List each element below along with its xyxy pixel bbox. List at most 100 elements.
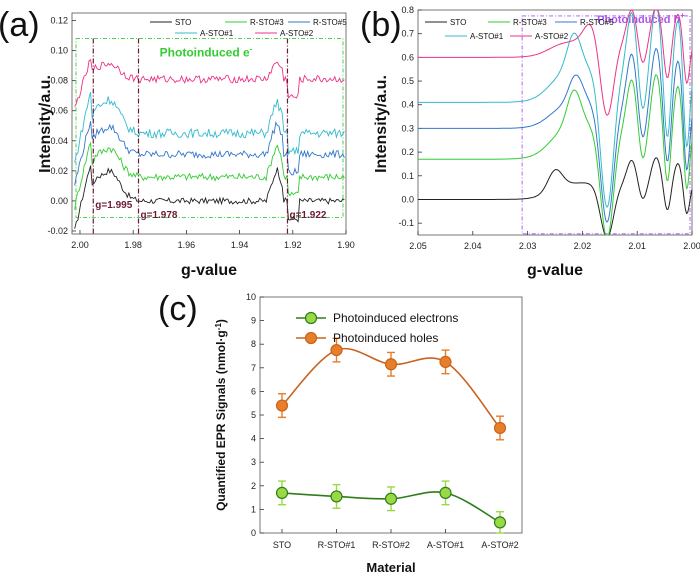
panel-c-xtick-label: STO: [273, 540, 291, 550]
panel-c-ytick-label: 8: [251, 339, 256, 349]
panel-c-legend-label: Photoinduced holes: [333, 331, 438, 345]
panel-b-series-line-R-STO#3: [418, 74, 693, 236]
panel-a-ytick-label: -0.02: [47, 226, 68, 236]
panel-a-ytick-label: 0.02: [50, 166, 68, 176]
panel-b-legend-label: A-STO#2: [535, 32, 569, 41]
panel-b-legend: STO R-STO#3 R-STO#5 A-STO#1 A-STO#2: [425, 18, 614, 41]
panel-b-legend-label: A-STO#1: [470, 32, 504, 41]
panel-a-legend-label: A-STO#1: [200, 29, 234, 38]
panel-a-legend-label: R-STO#5: [313, 18, 347, 27]
panel-a-letter: (a): [0, 6, 40, 44]
panel-b-xlabel: g-value: [527, 262, 583, 279]
panel-a: (a) -0.02 0.00 0.02 0.04 0.06 0.08 0.10 0.12 2.0…: [0, 6, 355, 279]
panel-a-xtick-label: 1.94: [231, 240, 249, 250]
panel-a-annotation-label: g=1.995: [95, 200, 132, 211]
panel-a-series-line-R-STO#3: [74, 141, 345, 210]
panel-b: (b) -0.1 0.0 0.1 0.2 0.3 0.4 0.5 0.6 0.7 0.8 2.05 2…: [360, 5, 700, 279]
panel-b-series-line-STO: [418, 157, 693, 236]
panel-c-point: [275, 486, 289, 499]
panel-a-xtick-label: 1.92: [284, 240, 302, 250]
panel-b-ytick-label: 0.0: [401, 194, 414, 204]
panel-b-series-line-R-STO#5: [418, 48, 693, 223]
panel-a-ytick-label: 0.08: [50, 76, 68, 86]
panel-a-series-line-A-STO#2: [74, 58, 345, 107]
panel-c-legend-marker: [304, 311, 318, 325]
panel-b-ytick-label: 0.3: [401, 123, 414, 133]
panel-a-ytick-label: 0.00: [50, 196, 68, 206]
panel-c-ylabel-main: Quantified EPR Signals (nmol·g: [214, 330, 228, 511]
panel-a-region-box: [75, 38, 344, 218]
panel-b-ytick-label: 0.6: [401, 52, 414, 62]
panel-c-point: [439, 486, 452, 499]
panel-b-series-line-A-STO#2: [418, 9, 693, 116]
panel-c-ylabel: Quantified EPR Signals (nmol·g-1): [214, 319, 228, 511]
panel-c-point: [493, 516, 507, 529]
panel-c-point: [384, 492, 398, 505]
panel-c-ytick-label: 0: [251, 528, 256, 538]
panel-b-xtick-label: 2.03: [519, 241, 537, 251]
panel-b-ytick-label: 0.5: [401, 76, 414, 86]
panel-a-series-line-STO: [74, 165, 345, 229]
panel-b-ytick-label: -0.1: [398, 218, 414, 228]
panel-a-region: Photoinduced e-: [75, 38, 344, 218]
panel-a-xtick-label: 1.96: [178, 240, 196, 250]
panel-b-ytick-label: 0.1: [401, 171, 414, 181]
panel-a-legend-label: A-STO#2: [280, 29, 314, 38]
panel-b-letter: (b): [360, 6, 402, 44]
panel-a-legend: STO R-STO#3 R-STO#5 A-STO#1 A-STO#2: [150, 18, 347, 38]
panel-a-series: [74, 58, 345, 229]
panel-c-xtick-label: A-STO#1: [427, 540, 464, 550]
panel-c-xtick-label: R-STO#1: [318, 540, 356, 550]
panel-a-annotations: g=1.995 g=1.978 g=1.922: [92, 38, 327, 234]
panel-a-xtick-label: 2.00: [71, 240, 89, 250]
panel-a-axes: -0.02 0.00 0.02 0.04 0.06 0.08 0.10 0.12 2.00 1.9…: [47, 16, 354, 250]
panel-a-ylabel: Intensity/a.u.: [37, 75, 54, 173]
panel-b-series: [418, 9, 693, 236]
panel-c-xlabel: Material: [366, 560, 415, 575]
panel-b-series-line-A-STO#1: [418, 9, 693, 208]
panel-a-frame: [71, 12, 347, 235]
panel-c-ytick-label: 4: [251, 434, 256, 444]
panel-a-legend-label: STO: [175, 18, 191, 27]
panel-c-point: [330, 490, 343, 503]
panel-b-region-box: [521, 15, 691, 235]
panel-a-series-line-A-STO#1: [74, 91, 345, 163]
panel-c-xtick-label: A-STO#2: [481, 540, 518, 550]
panel-b-xtick-label: 2.01: [628, 241, 646, 251]
panel-a-region-label: Photoinduced e-: [160, 45, 253, 60]
panel-b-ytick-label: 0.7: [401, 29, 414, 39]
panel-a-ytick-label: 0.04: [50, 136, 68, 146]
panel-a-region-label-main: Photoinduced e: [160, 46, 250, 60]
panel-c-ytick-label: 2: [251, 481, 256, 491]
panel-b-xtick-label: 2.02: [574, 241, 592, 251]
panel-c-series: [275, 337, 507, 534]
panel-c-ytick-label: 9: [251, 316, 256, 326]
panel-c-ytick-label: 10: [246, 292, 256, 302]
panel-a-ytick-label: 0.10: [50, 46, 68, 56]
panel-b-ylabel: Intensity/a.u.: [373, 75, 390, 173]
panel-c: (c) 0 1 2 3 4 5 6 7 8 9 10 STO R-STO#1 R-STO#2 A-STO#1…: [158, 290, 523, 575]
panel-a-ytick-label: 0.12: [50, 16, 68, 26]
panel-a-series-line-R-STO#5: [74, 121, 345, 186]
panel-b-xtick-label: 2.04: [464, 241, 482, 251]
panel-b-axes: -0.1 0.0 0.1 0.2 0.3 0.4 0.5 0.6 0.7 0.8 2.05 2.04 2…: [398, 5, 700, 251]
panel-c-point: [275, 399, 289, 412]
panel-c-point: [384, 358, 398, 371]
panel-b-legend-label: R-STO#3: [513, 18, 547, 27]
panel-b-ytick-label: 0.8: [401, 5, 414, 15]
panel-a-xtick-label: 1.90: [337, 240, 355, 250]
panel-c-ytick-label: 5: [251, 410, 256, 420]
panel-c-xtick-label: R-STO#2: [372, 540, 410, 550]
panel-a-ytick-label: 0.06: [50, 106, 68, 116]
panel-a-annotation-label: g=1.978: [141, 210, 178, 221]
panel-c-letter: (c): [158, 290, 198, 328]
panel-b-xtick-label: 2.05: [409, 241, 427, 251]
panel-b-ytick-label: 0.2: [401, 147, 414, 157]
panel-c-legend-marker: [304, 331, 318, 345]
panel-a-region-label-sup: -: [250, 45, 253, 54]
panel-b-xtick-label: 2.00: [683, 241, 700, 251]
panel-b-region-label-sup: +: [680, 11, 685, 20]
panel-c-ytick-label: 7: [251, 363, 256, 373]
panel-a-legend-label: R-STO#3: [250, 18, 284, 27]
